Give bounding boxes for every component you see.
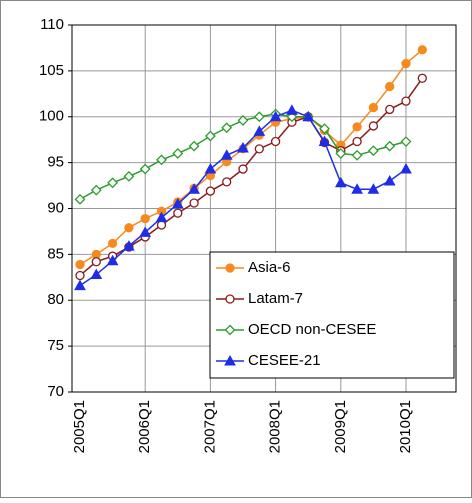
marker xyxy=(221,122,233,134)
marker xyxy=(220,149,233,160)
marker xyxy=(222,177,232,187)
marker xyxy=(107,238,118,249)
marker xyxy=(106,254,119,266)
marker xyxy=(156,154,167,166)
legend-marker xyxy=(224,324,236,336)
marker xyxy=(204,163,217,174)
x-tick-label: 2009Q1 xyxy=(332,400,349,453)
marker xyxy=(91,257,101,267)
y-tick-label: 85 xyxy=(47,245,64,262)
marker xyxy=(352,136,362,147)
legend-label: OECD non-CESEE xyxy=(248,321,376,338)
marker xyxy=(204,130,216,142)
y-tick-label: 105 xyxy=(39,62,64,79)
marker xyxy=(401,96,411,106)
series-line xyxy=(79,77,423,277)
marker xyxy=(124,223,134,233)
marker xyxy=(368,121,379,131)
marker xyxy=(318,135,331,147)
y-tick-label: 100 xyxy=(39,108,64,125)
marker xyxy=(74,279,86,291)
marker xyxy=(188,140,200,152)
marker xyxy=(367,145,379,157)
y-tick-label: 75 xyxy=(47,337,64,354)
marker xyxy=(155,211,168,223)
marker xyxy=(237,141,249,153)
y-tick-label: 70 xyxy=(47,383,64,400)
marker xyxy=(253,125,266,136)
legend-marker xyxy=(225,294,235,304)
marker xyxy=(368,102,379,113)
marker xyxy=(253,111,265,123)
marker xyxy=(385,104,395,115)
marker xyxy=(75,259,85,270)
marker xyxy=(90,268,103,280)
marker xyxy=(254,144,264,154)
marker xyxy=(90,184,102,196)
marker xyxy=(383,174,396,186)
marker xyxy=(188,183,200,194)
marker xyxy=(417,73,427,83)
marker xyxy=(269,110,282,122)
legend-label: Latam-7 xyxy=(248,290,303,307)
marker xyxy=(189,198,199,208)
marker xyxy=(123,170,135,182)
marker xyxy=(171,197,184,209)
marker xyxy=(173,208,183,218)
legend-marker xyxy=(224,354,236,366)
marker xyxy=(237,115,249,126)
marker xyxy=(302,110,315,122)
marker xyxy=(205,186,216,196)
marker xyxy=(74,193,86,205)
marker xyxy=(123,240,135,251)
marker xyxy=(156,220,167,230)
marker xyxy=(401,58,411,69)
x-tick-label: 2008Q1 xyxy=(267,400,284,453)
marker xyxy=(107,177,119,189)
series-line xyxy=(79,49,423,266)
marker xyxy=(286,104,298,115)
x-tick-label: 2005Q1 xyxy=(71,400,88,453)
marker xyxy=(335,148,347,159)
y-tick-label: 110 xyxy=(40,16,64,33)
marker xyxy=(139,163,151,175)
legend-label: Asia-6 xyxy=(248,259,291,276)
legend: Asia-6 Latam-7 OECD non-CESEE CESEE-21 xyxy=(209,251,455,379)
marker xyxy=(384,140,396,152)
legend-marker xyxy=(225,263,235,273)
legend-label: CESEE-21 xyxy=(248,352,321,369)
marker xyxy=(139,226,152,237)
marker xyxy=(334,176,347,188)
marker xyxy=(367,183,380,194)
marker xyxy=(75,270,85,281)
y-tick-label: 80 xyxy=(47,291,64,308)
marker xyxy=(238,164,248,174)
marker xyxy=(270,136,281,147)
marker xyxy=(140,213,150,224)
marker xyxy=(400,163,412,174)
x-tick-label: 2006Q1 xyxy=(136,400,153,453)
y-tick-label: 95 xyxy=(47,154,64,171)
x-tick-label: 2010Q1 xyxy=(397,400,414,453)
marker xyxy=(417,45,427,55)
plot-border xyxy=(71,24,457,393)
legend-box xyxy=(209,251,455,379)
y-tick-label: 90 xyxy=(47,199,64,216)
marker xyxy=(351,149,363,161)
marker xyxy=(352,122,362,132)
marker xyxy=(351,183,363,194)
marker xyxy=(319,123,330,135)
marker xyxy=(172,148,184,159)
marker xyxy=(385,81,395,92)
x-tick-label: 2007Q1 xyxy=(201,400,218,453)
marker xyxy=(400,136,412,147)
